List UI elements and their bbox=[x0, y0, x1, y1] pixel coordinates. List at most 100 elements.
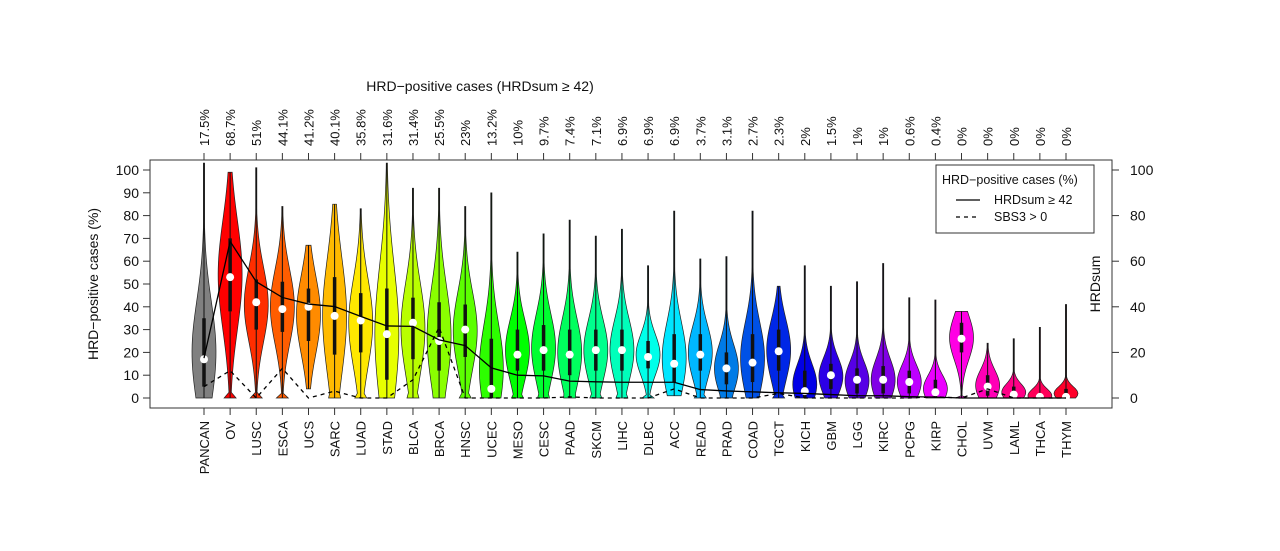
top-percent-label: 31.4% bbox=[406, 109, 421, 146]
x-tick-label: UCEC bbox=[484, 421, 499, 458]
legend-title: HRD−positive cases (%) bbox=[942, 173, 1078, 187]
x-tick-label: LUSC bbox=[249, 421, 264, 456]
top-percent-label: 31.6% bbox=[380, 109, 395, 146]
top-percent-label: 0.4% bbox=[928, 116, 943, 146]
top-percent-label: 25.5% bbox=[432, 109, 447, 146]
top-percent-label: 7.1% bbox=[589, 116, 604, 146]
violin-median-dot bbox=[408, 318, 417, 327]
violin-median-dot bbox=[461, 325, 470, 334]
top-percent-label: 1.5% bbox=[824, 116, 839, 146]
y-tick-label-left: 40 bbox=[123, 299, 139, 315]
top-percent-label: 10% bbox=[510, 120, 525, 146]
top-percent-label: 44.1% bbox=[275, 109, 290, 146]
top-percent-label: 0% bbox=[1033, 127, 1048, 146]
x-tick-label: UVM bbox=[981, 421, 996, 450]
violin-median-dot bbox=[748, 358, 757, 367]
violin-median-dot bbox=[905, 378, 914, 387]
y-tick-label-left: 80 bbox=[123, 208, 139, 224]
x-tick-label: SKCM bbox=[589, 421, 604, 459]
y-tick-label-left: 100 bbox=[116, 162, 140, 178]
legend-entry-hrdsum: HRDsum ≥ 42 bbox=[994, 193, 1072, 207]
top-percent-label: 51% bbox=[249, 120, 264, 146]
x-tick-label: MESO bbox=[510, 421, 525, 459]
violin-median-dot bbox=[513, 350, 522, 359]
top-percent-label: 0% bbox=[981, 127, 996, 146]
y-tick-label-left: 30 bbox=[123, 322, 139, 338]
top-percent-label: 6.9% bbox=[641, 116, 656, 146]
y-tick-label-right: 60 bbox=[1130, 253, 1146, 269]
y-tick-label-left: 90 bbox=[123, 185, 139, 201]
legend-box bbox=[935, 164, 1095, 234]
x-tick-label: HNSC bbox=[458, 421, 473, 458]
y-tick-label-right: 0 bbox=[1130, 390, 1138, 406]
x-tick-label: LGG bbox=[850, 421, 865, 448]
violin-median-dot bbox=[356, 316, 365, 325]
top-percent-label: 3.1% bbox=[719, 116, 734, 146]
x-tick-label: COAD bbox=[746, 421, 761, 459]
top-percent-label: 23% bbox=[458, 120, 473, 146]
x-tick-label: ACC bbox=[667, 421, 682, 448]
violin-median-dot bbox=[591, 346, 600, 355]
violin-median-dot bbox=[983, 382, 992, 391]
violin-median-dot bbox=[957, 334, 966, 343]
violin-median-dot bbox=[617, 346, 626, 355]
violin-median-dot bbox=[644, 352, 653, 361]
x-tick-label: LAML bbox=[1007, 421, 1022, 455]
x-tick-label: KIRP bbox=[928, 421, 943, 451]
top-percent-label: 6.9% bbox=[615, 116, 630, 146]
x-tick-label: READ bbox=[693, 421, 708, 457]
top-percent-label: 68.7% bbox=[223, 109, 238, 146]
violin-median-dot bbox=[722, 364, 731, 373]
top-percent-labels: 17.5% 68.7% 51% 44.1% 41.2% 40.1% 35.8% 31.6% 31… bbox=[197, 109, 1074, 146]
y-tick-label-right: 80 bbox=[1130, 208, 1146, 224]
x-tick-label: GBM bbox=[824, 421, 839, 451]
x-tick-label: LIHC bbox=[615, 421, 630, 451]
x-tick-label: TGCT bbox=[772, 421, 787, 456]
x-tick-label: KICH bbox=[798, 421, 813, 452]
top-percent-label: 7.4% bbox=[563, 116, 578, 146]
top-percent-label: 1% bbox=[876, 127, 891, 146]
violin-median-dot bbox=[879, 375, 888, 384]
top-percent-label: 9.7% bbox=[537, 116, 552, 146]
violin-median-dot bbox=[1062, 392, 1070, 401]
violin-median-dot bbox=[278, 305, 287, 314]
x-tick-label: BLCA bbox=[406, 421, 421, 455]
x-tick-label: CHOL bbox=[955, 421, 970, 457]
violin-median-dot bbox=[226, 273, 235, 282]
y-tick-label-right: 20 bbox=[1130, 344, 1146, 360]
top-percent-label: 13.2% bbox=[484, 109, 499, 146]
y-axis-label-left: HRD−positive cases (%) bbox=[85, 208, 101, 360]
top-percent-label: 35.8% bbox=[354, 109, 369, 146]
series-lines bbox=[203, 239, 1066, 399]
x-tick-label: DLBC bbox=[641, 421, 656, 456]
violin-median-dot bbox=[200, 355, 208, 364]
top-percent-label: 3.7% bbox=[693, 116, 708, 146]
violin-median-dot bbox=[826, 371, 835, 380]
x-tick-label: PCPG bbox=[902, 421, 917, 458]
top-percent-label: 0% bbox=[1059, 127, 1074, 146]
x-tick-label: CESC bbox=[537, 421, 552, 457]
x-tick-label: PRAD bbox=[719, 421, 734, 457]
top-percent-label: 2.7% bbox=[746, 116, 761, 146]
violin-median-dot bbox=[670, 359, 679, 368]
top-percent-label: 41.2% bbox=[301, 109, 316, 146]
y-tick-label-right: 100 bbox=[1130, 162, 1154, 178]
x-tick-label: STAD bbox=[380, 421, 395, 455]
violin-median-dot bbox=[1009, 390, 1018, 399]
x-tick-label: LUAD bbox=[354, 421, 369, 456]
y-tick-label-left: 60 bbox=[123, 253, 139, 269]
y-tick-label-left: 70 bbox=[123, 230, 139, 246]
top-percent-label: 0.6% bbox=[902, 116, 917, 146]
y-tick-label-left: 0 bbox=[131, 390, 139, 406]
x-tick-label: PAAD bbox=[563, 421, 578, 455]
x-tick-label: SARC bbox=[328, 421, 343, 457]
top-percent-label: 2.3% bbox=[772, 116, 787, 146]
violin-median-dot bbox=[696, 350, 705, 359]
violin-median-dot bbox=[774, 347, 783, 356]
top-percent-label: 0% bbox=[1007, 127, 1022, 146]
x-tick-label: PANCAN bbox=[197, 421, 212, 474]
x-tick-label: ESCA bbox=[275, 421, 290, 457]
violin-median-dot bbox=[853, 375, 862, 384]
x-tick-label: OV bbox=[223, 421, 238, 440]
x-tick-label: THYM bbox=[1059, 421, 1074, 458]
